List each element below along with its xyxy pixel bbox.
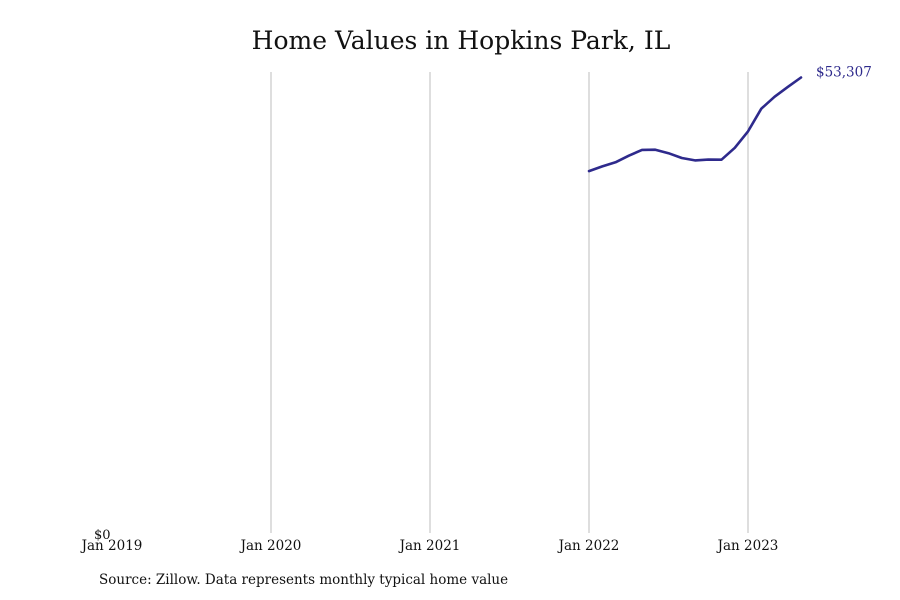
- x-tick-label: Jan 2019: [80, 538, 143, 554]
- end-value-label: $53,307: [816, 64, 872, 80]
- x-tick-label: Jan 2021: [398, 538, 461, 554]
- x-tick-label: Jan 2023: [716, 538, 779, 554]
- source-note: Source: Zillow. Data represents monthly …: [99, 572, 509, 588]
- series-line: [587, 76, 803, 173]
- y-tick-label: $0: [94, 528, 111, 543]
- chart-title: Home Values in Hopkins Park, IL: [251, 26, 671, 55]
- x-tick-label: Jan 2022: [557, 538, 620, 554]
- x-tick-label: Jan 2020: [239, 538, 302, 554]
